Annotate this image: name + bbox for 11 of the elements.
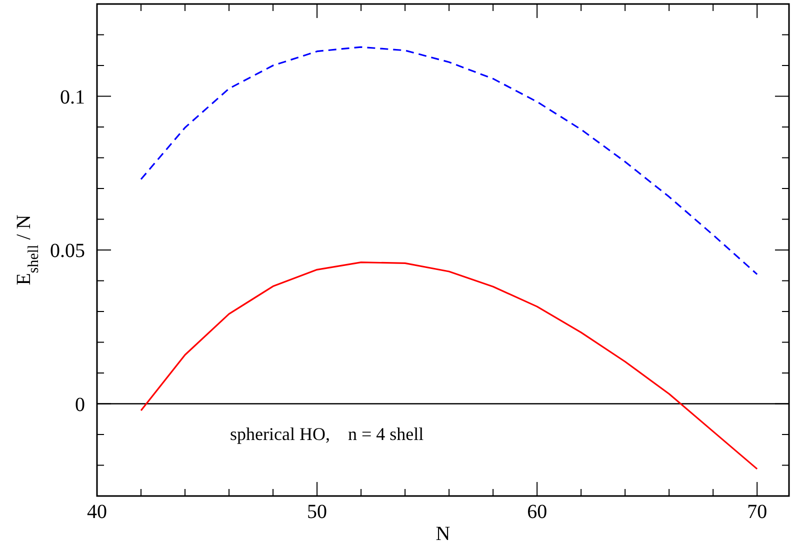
line-series (140, 262, 758, 470)
x-tick-label: 60 (527, 501, 548, 523)
y-tick-label: 0 (75, 394, 85, 416)
x-tick-label: 50 (307, 501, 328, 523)
y-tick-label: 0.05 (50, 240, 85, 262)
y-tick-label: 0.1 (60, 86, 85, 108)
x-tick-label: 40 (87, 501, 107, 523)
line-series (140, 46, 758, 276)
annotation: spherical HO, n = 4 shell (230, 424, 424, 444)
x-axis-title: N (436, 523, 450, 545)
x-tick-label: 70 (747, 501, 768, 523)
